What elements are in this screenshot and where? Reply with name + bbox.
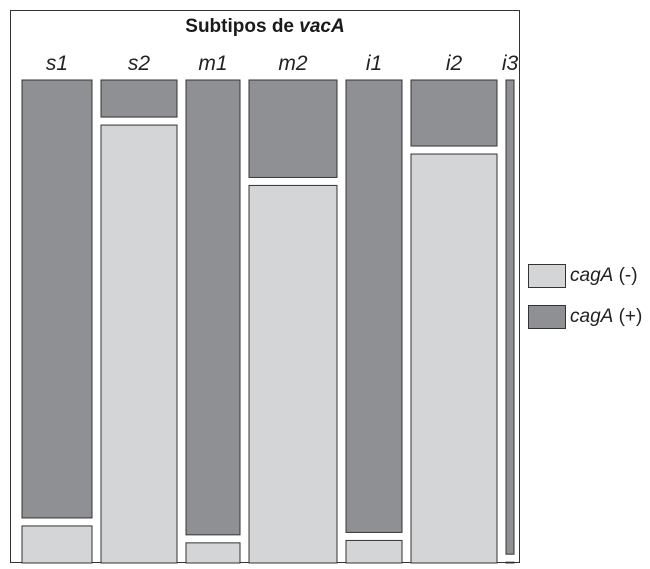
- bar-segment-s2-caga-negative: [100, 124, 178, 564]
- legend-item-caga-positive: cagA (+): [528, 304, 642, 330]
- category-label-i2: i2: [445, 52, 463, 75]
- chart-title: Subtipos de vacA: [10, 16, 520, 38]
- category-label-i3: i3: [501, 52, 519, 75]
- bar-segment-s1-caga-positive: [21, 79, 93, 519]
- bar-segment-i1-caga-negative: [345, 539, 403, 564]
- bar-segment-i3-caga-positive: [505, 79, 515, 555]
- bar-segment-i2-caga-positive: [410, 79, 498, 147]
- legend-label-caga-positive: cagA (+): [570, 306, 643, 327]
- category-label-m2: m2: [278, 52, 308, 75]
- bar-segment-s2-caga-positive: [100, 79, 178, 118]
- category-label-m1: m1: [198, 52, 228, 75]
- legend-swatch-caga-positive: [528, 305, 566, 329]
- category-label-i1: i1: [365, 52, 383, 75]
- bar-segment-i2-caga-negative: [410, 153, 498, 564]
- bar-segment-s1-caga-negative: [21, 525, 93, 564]
- bar-segment-i3-caga-negative: [505, 561, 515, 564]
- legend-swatch-caga-negative: [528, 264, 566, 288]
- category-label-s1: s1: [45, 52, 69, 75]
- legend-label-caga-negative: cagA (-): [570, 265, 638, 286]
- category-label-s2: s2: [127, 52, 151, 75]
- bar-segment-m1-caga-positive: [185, 79, 241, 536]
- legend-item-caga-negative: cagA (-): [528, 263, 642, 289]
- bar-segment-m2-caga-positive: [248, 79, 338, 178]
- chart-title-prefix: Subtipos de: [185, 16, 300, 37]
- bar-segment-m2-caga-negative: [248, 184, 338, 564]
- chart-title-gene: vacA: [299, 16, 345, 37]
- bar-segment-m1-caga-negative: [185, 542, 241, 564]
- bar-segment-i1-caga-positive: [345, 79, 403, 533]
- legend: cagA (-) cagA (+): [528, 263, 642, 345]
